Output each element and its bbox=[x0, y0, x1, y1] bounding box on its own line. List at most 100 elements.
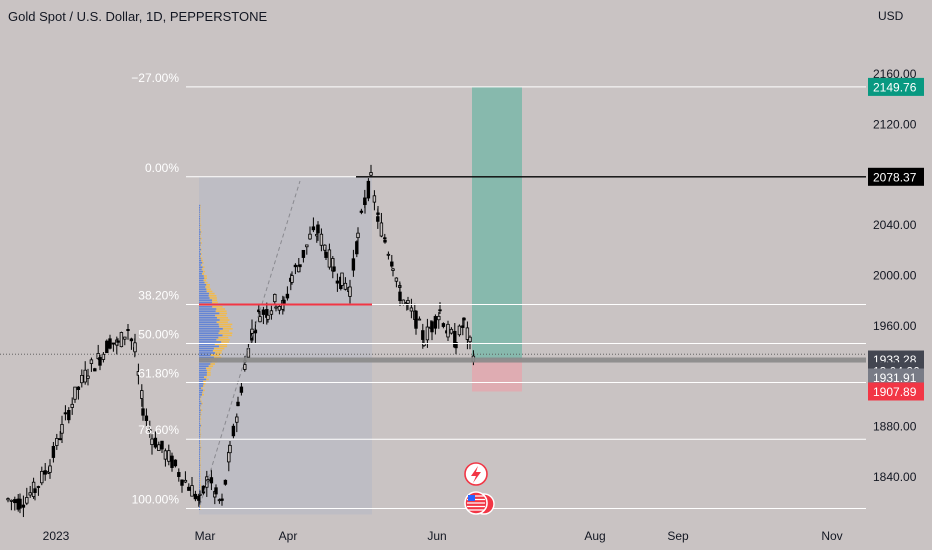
candle-body[interactable] bbox=[373, 196, 376, 202]
candle-body[interactable] bbox=[320, 234, 323, 245]
candle-body[interactable] bbox=[274, 294, 277, 301]
candle-body[interactable] bbox=[181, 480, 184, 485]
candle-body[interactable] bbox=[357, 233, 360, 237]
candle-body[interactable] bbox=[364, 202, 367, 204]
candle-body[interactable] bbox=[270, 311, 273, 315]
candle-body[interactable] bbox=[64, 413, 67, 414]
candle-body[interactable] bbox=[127, 329, 130, 330]
price-badge[interactable]: 1907.89 bbox=[868, 383, 924, 401]
candle-body[interactable] bbox=[380, 223, 383, 236]
candle-body[interactable] bbox=[207, 480, 210, 481]
candle-body[interactable] bbox=[469, 337, 472, 341]
candle-body[interactable] bbox=[367, 181, 370, 198]
candle-body[interactable] bbox=[229, 445, 232, 452]
candle-body[interactable] bbox=[244, 365, 247, 370]
candle-body[interactable] bbox=[134, 343, 137, 352]
candle-body[interactable] bbox=[306, 245, 309, 247]
candle-body[interactable] bbox=[336, 281, 339, 283]
candle-body[interactable] bbox=[44, 471, 47, 475]
candle-body[interactable] bbox=[349, 287, 352, 296]
candle-body[interactable] bbox=[102, 354, 105, 359]
candle-body[interactable] bbox=[410, 308, 413, 311]
candle-body[interactable] bbox=[154, 438, 157, 447]
candle-body[interactable] bbox=[188, 487, 191, 490]
candle-body[interactable] bbox=[210, 478, 213, 483]
candle-body[interactable] bbox=[262, 310, 265, 315]
candle-body[interactable] bbox=[117, 341, 120, 342]
candle-body[interactable] bbox=[415, 311, 418, 328]
candle-body[interactable] bbox=[434, 316, 437, 328]
candle-body[interactable] bbox=[130, 339, 133, 341]
candle-body[interactable] bbox=[392, 269, 395, 271]
candle-body[interactable] bbox=[94, 369, 97, 371]
candle-body[interactable] bbox=[81, 375, 84, 382]
candle-body[interactable] bbox=[286, 294, 289, 298]
candle-body[interactable] bbox=[29, 493, 32, 495]
candle-body[interactable] bbox=[333, 267, 336, 271]
candle-body[interactable] bbox=[68, 410, 71, 419]
candle-body[interactable] bbox=[278, 306, 281, 310]
candle-body[interactable] bbox=[199, 494, 202, 495]
profit-zone[interactable] bbox=[472, 87, 522, 360]
price-badge[interactable]: 2078.37 bbox=[868, 168, 924, 186]
candle-body[interactable] bbox=[178, 472, 181, 476]
candle-body[interactable] bbox=[370, 173, 373, 176]
candle-body[interactable] bbox=[341, 273, 344, 285]
candle-body[interactable] bbox=[391, 262, 394, 266]
candle-body[interactable] bbox=[52, 446, 55, 457]
candle-body[interactable] bbox=[164, 451, 167, 459]
candle-body[interactable] bbox=[232, 426, 235, 436]
candle-body[interactable] bbox=[299, 265, 302, 267]
candle-body[interactable] bbox=[402, 300, 405, 304]
candle-body[interactable] bbox=[151, 439, 154, 445]
candle-body[interactable] bbox=[174, 460, 177, 466]
candle-body[interactable] bbox=[49, 466, 52, 472]
candle-body[interactable] bbox=[158, 445, 161, 451]
candle-body[interactable] bbox=[59, 439, 62, 440]
candle-body[interactable] bbox=[431, 322, 434, 332]
candle-body[interactable] bbox=[236, 417, 239, 422]
candle-body[interactable] bbox=[251, 329, 254, 333]
candle-body[interactable] bbox=[426, 327, 429, 340]
candle-body[interactable] bbox=[215, 488, 218, 494]
candle-body[interactable] bbox=[387, 254, 390, 255]
candle-body[interactable] bbox=[283, 300, 286, 304]
candle-body[interactable] bbox=[99, 357, 102, 365]
candle-body[interactable] bbox=[442, 324, 445, 327]
candle-body[interactable] bbox=[7, 499, 10, 500]
candle-body[interactable] bbox=[194, 494, 197, 499]
candle-body[interactable] bbox=[254, 330, 257, 333]
candle-body[interactable] bbox=[463, 318, 466, 320]
candle-body[interactable] bbox=[458, 326, 461, 335]
candle-body[interactable] bbox=[399, 292, 402, 301]
candle-body[interactable] bbox=[112, 343, 115, 344]
candle-body[interactable] bbox=[267, 315, 270, 319]
candle-body[interactable] bbox=[61, 424, 64, 433]
candle-body[interactable] bbox=[19, 499, 22, 508]
candle-body[interactable] bbox=[418, 319, 421, 320]
candle-body[interactable] bbox=[302, 250, 305, 257]
candle-body[interactable] bbox=[344, 283, 347, 289]
candle-body[interactable] bbox=[438, 316, 441, 319]
candle-body[interactable] bbox=[109, 339, 112, 348]
candle-body[interactable] bbox=[325, 252, 328, 257]
candle-body[interactable] bbox=[141, 391, 144, 399]
candle-body[interactable] bbox=[106, 341, 109, 353]
candle-body[interactable] bbox=[328, 250, 331, 267]
candle-body[interactable] bbox=[124, 337, 127, 339]
candle-body[interactable] bbox=[395, 278, 398, 281]
candle-body[interactable] bbox=[71, 404, 74, 407]
candle-body[interactable] bbox=[291, 276, 294, 283]
candle-body[interactable] bbox=[142, 409, 145, 415]
candle-body[interactable] bbox=[90, 360, 93, 364]
lightning-event-icon[interactable] bbox=[465, 463, 487, 485]
candle-body[interactable] bbox=[87, 376, 90, 378]
candle-body[interactable] bbox=[384, 240, 387, 242]
candle-body[interactable] bbox=[352, 259, 355, 270]
candle-body[interactable] bbox=[37, 486, 40, 487]
candle-body[interactable] bbox=[407, 300, 410, 303]
candle-body[interactable] bbox=[168, 451, 171, 462]
candle-body[interactable] bbox=[22, 505, 25, 507]
candle-body[interactable] bbox=[259, 317, 262, 322]
candle-body[interactable] bbox=[161, 441, 164, 449]
